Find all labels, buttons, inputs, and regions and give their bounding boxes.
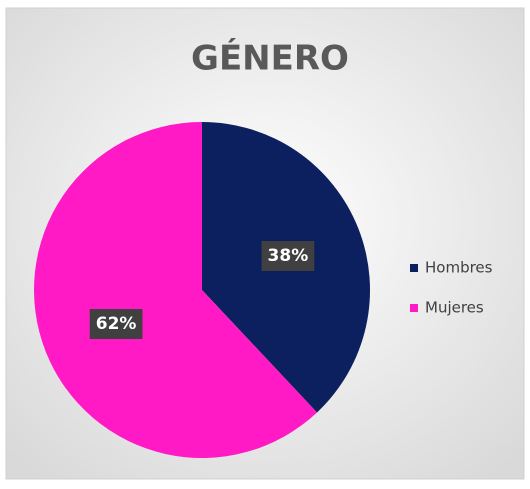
value-label: 38% [268,246,309,266]
legend-marker [410,304,418,312]
chart-title: GÉNERO [191,38,349,79]
legend-label: Hombres [425,259,493,277]
pie-slice [33,122,318,458]
value-label: 62% [96,314,137,334]
legend-label: Mujeres [425,299,484,317]
value-label-box [89,309,143,340]
value-label-box [261,240,315,271]
legend-marker [410,264,418,272]
